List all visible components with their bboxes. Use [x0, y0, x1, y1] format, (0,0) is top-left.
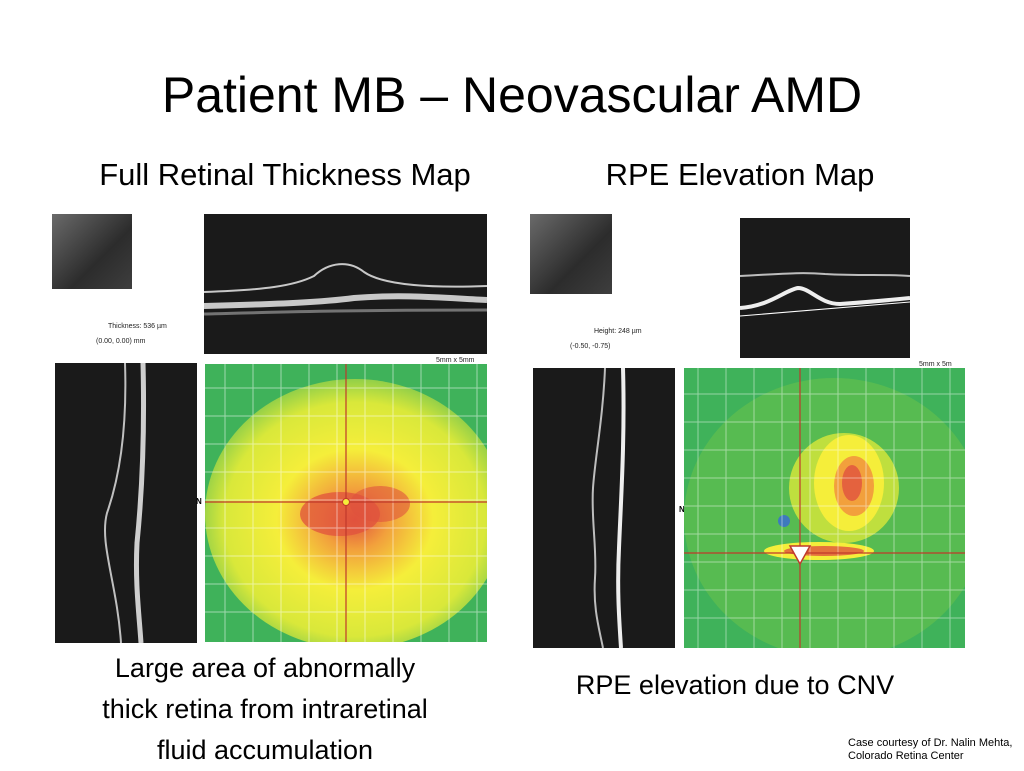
- right-nasal-marker: N: [679, 505, 685, 514]
- right-map-cursor: [788, 545, 812, 566]
- right-horizontal-bscan-drawing: [740, 272, 910, 317]
- left-caption-line-1: Large area of abnormally: [114, 653, 416, 683]
- left-caption-line-3: fluid accumulation: [156, 735, 374, 765]
- right-caption: RPE elevation due to CNV: [575, 670, 895, 700]
- right-vertical-bscan-drawing: [591, 368, 626, 648]
- left-horizontal-bscan-drawing: [204, 263, 487, 316]
- right-figure-heading: RPE Elevation Map: [605, 157, 875, 192]
- left-vertical-bscan: [55, 363, 197, 643]
- left-caption: Large area of abnormally thick retina fr…: [50, 648, 480, 771]
- left-vertical-bscan-drawing: [103, 363, 147, 643]
- left-figure-heading: Full Retinal Thickness Map: [99, 157, 471, 192]
- right-scale-label: 5mm x 5m: [919, 361, 952, 368]
- left-thickness-readout: Thickness: 536 µm: [108, 323, 167, 330]
- right-vertical-bscan: [533, 368, 675, 648]
- left-thickness-map: [205, 364, 487, 642]
- left-nasal-marker: N: [196, 497, 202, 506]
- left-scale-label: 5mm x 5mm: [436, 357, 475, 364]
- left-horizontal-bscan: [204, 214, 487, 354]
- case-credit-line-1: Case courtesy of Dr. Nalin Mehta,: [848, 737, 1013, 749]
- right-map-grid: [684, 368, 965, 648]
- case-credit: Case courtesy of Dr. Nalin Mehta, Colora…: [848, 737, 1012, 763]
- left-fundus-image: [52, 214, 132, 289]
- right-coordinate-readout: (-0.50, -0.75): [570, 343, 611, 350]
- left-map-cursor: [342, 498, 350, 506]
- left-thickness-map-drawing: [205, 364, 487, 642]
- right-map-crosshair: [684, 368, 965, 648]
- right-horizontal-bscan: [740, 218, 910, 358]
- left-caption-line-2: thick retina from intraretinal: [102, 694, 428, 724]
- right-elevation-map: [684, 368, 965, 648]
- right-elevation-map-drawing: [684, 368, 965, 648]
- case-credit-line-2: Colorado Retina Center: [848, 750, 964, 762]
- right-fundus-image: [530, 214, 612, 294]
- slide-title: Patient MB – Neovascular AMD: [161, 67, 863, 123]
- left-coordinate-readout: (0.00, 0.00) mm: [96, 338, 146, 345]
- right-height-readout: Height: 248 µm: [594, 328, 642, 335]
